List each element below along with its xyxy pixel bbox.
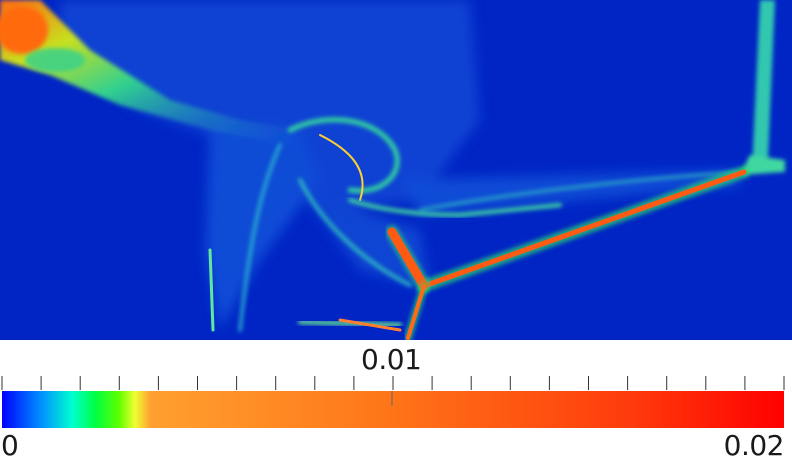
scalar-bar-gradient [2, 391, 784, 428]
field-visualization [0, 0, 792, 340]
shock-front [385, 166, 750, 340]
scalar-bar-ticks [1, 376, 785, 390]
right-edge-band [740, 0, 785, 175]
scalar-bar-max-label: 0.02 [723, 429, 785, 462]
scalar-bar-mid-label: 0.01 [361, 343, 422, 376]
scalar-bar-legend: 0.01 0 0.02 [0, 340, 792, 464]
vortex-swirl [208, 117, 742, 332]
diffuse-wake [60, 0, 740, 330]
field-plot [0, 0, 785, 340]
scalar-bar [1, 376, 785, 428]
scalar-bar-min-label: 0 [1, 429, 19, 462]
top-left-plume [0, 0, 300, 145]
